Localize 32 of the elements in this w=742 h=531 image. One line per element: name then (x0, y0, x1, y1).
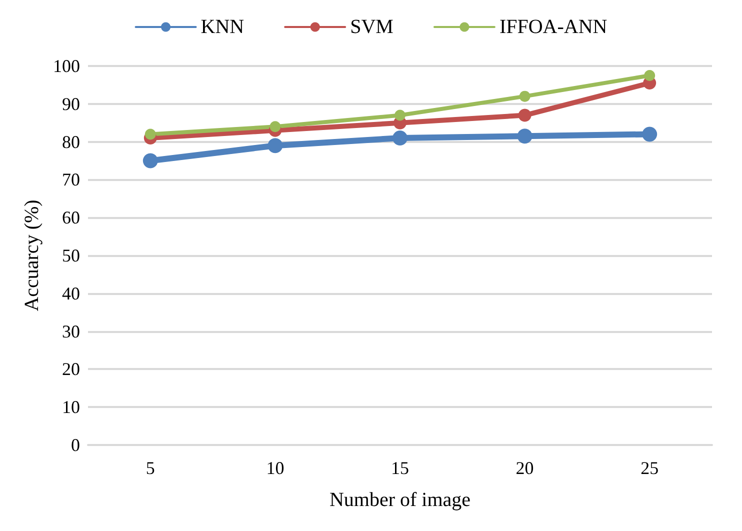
y-tick-label: 50 (62, 246, 80, 266)
y-tick-label: 20 (62, 359, 80, 380)
y-tick-label: 80 (62, 132, 80, 152)
point (517, 128, 532, 144)
point (519, 90, 530, 102)
y-tick-label: 60 (62, 208, 80, 228)
legend-label: KNN (200, 16, 244, 38)
y-tick-label: 10 (62, 397, 80, 418)
x-tick-label: 25 (640, 458, 659, 478)
x-axis-title: Number of image (329, 489, 471, 511)
x-tick-label: 5 (146, 458, 155, 478)
y-tick-label: 70 (62, 170, 80, 190)
point (268, 138, 283, 154)
point (644, 70, 656, 81)
legend-label: SVM (350, 16, 394, 38)
y-tick-label: 0 (71, 435, 80, 455)
point (392, 130, 408, 146)
y-tick-label: 40 (62, 283, 80, 304)
point (394, 110, 406, 121)
point (642, 126, 658, 142)
point (270, 121, 281, 132)
y-axis-title: Accuarcy (%) (21, 200, 44, 312)
point (142, 153, 158, 168)
y-tick-label: 90 (62, 94, 80, 114)
legend-label: IFFOA-ANN (499, 16, 608, 38)
y-tick-label: 100 (53, 56, 80, 76)
x-tick-label: 15 (391, 458, 409, 478)
x-tick-label: 10 (266, 458, 284, 478)
y-tick-label: 30 (62, 321, 80, 342)
x-tick-label: 20 (516, 458, 534, 478)
point (518, 108, 532, 122)
point (144, 128, 156, 140)
